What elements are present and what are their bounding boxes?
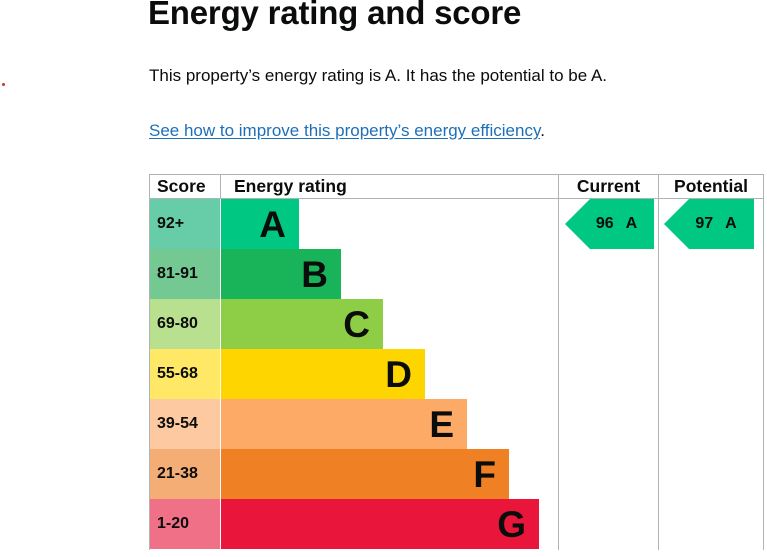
table-right-border — [763, 174, 764, 550]
band-bar: G — [221, 499, 539, 549]
header-potential: Potential — [674, 176, 748, 196]
band-row-f: 21-38 F — [150, 449, 558, 499]
band-score-range: 92+ — [150, 199, 220, 249]
band-row-e: 39-54 E — [150, 399, 558, 449]
band-bar: F — [221, 449, 509, 499]
score-header-divider — [220, 174, 221, 199]
potential-score: 97 — [695, 215, 714, 232]
band-score-range: 69-80 — [150, 299, 220, 349]
rating-summary: This property’s energy rating is A. It h… — [149, 66, 608, 85]
table-top-border — [149, 174, 764, 175]
band-score-range: 39-54 — [150, 399, 220, 449]
potential-column-border — [658, 174, 659, 550]
current-rating-arrow: 96 A — [565, 199, 654, 249]
band-score-range: 21-38 — [150, 449, 220, 499]
band-row-d: 55-68 D — [150, 349, 558, 399]
band-row-b: 81-91 B — [150, 249, 558, 299]
header-divider — [149, 198, 764, 199]
table-left-border — [149, 174, 150, 550]
header-current: Current — [576, 176, 641, 196]
edge-marker — [2, 83, 5, 86]
page-title: Energy rating and score — [148, 0, 522, 31]
improve-paragraph: See how to improve this property’s energ… — [149, 121, 545, 141]
potential-letter: A — [725, 215, 737, 232]
improve-punctuation: . — [540, 121, 545, 140]
band-bar: B — [221, 249, 341, 299]
band-bar: C — [221, 299, 383, 349]
band-bar: D — [221, 349, 425, 399]
band-bar: E — [221, 399, 467, 449]
header-energy-rating: Energy rating — [234, 176, 347, 196]
header-score: Score — [157, 176, 206, 196]
improve-efficiency-link[interactable]: See how to improve this property’s energ… — [149, 121, 541, 140]
current-column-border — [558, 174, 559, 550]
potential-rating-arrow: 97 A — [664, 199, 754, 249]
band-bar: A — [221, 199, 299, 249]
band-row-a: 92+ A — [150, 199, 558, 249]
band-row-g: 1-20 G — [150, 499, 558, 549]
band-score-range: 55-68 — [150, 349, 220, 399]
current-score: 96 — [595, 215, 614, 232]
band-score-range: 81-91 — [150, 249, 220, 299]
energy-rating-table: Score Energy rating Current Potential 92… — [149, 174, 764, 550]
current-letter: A — [625, 215, 638, 232]
band-score-range: 1-20 — [150, 499, 220, 549]
band-row-c: 69-80 C — [150, 299, 558, 349]
